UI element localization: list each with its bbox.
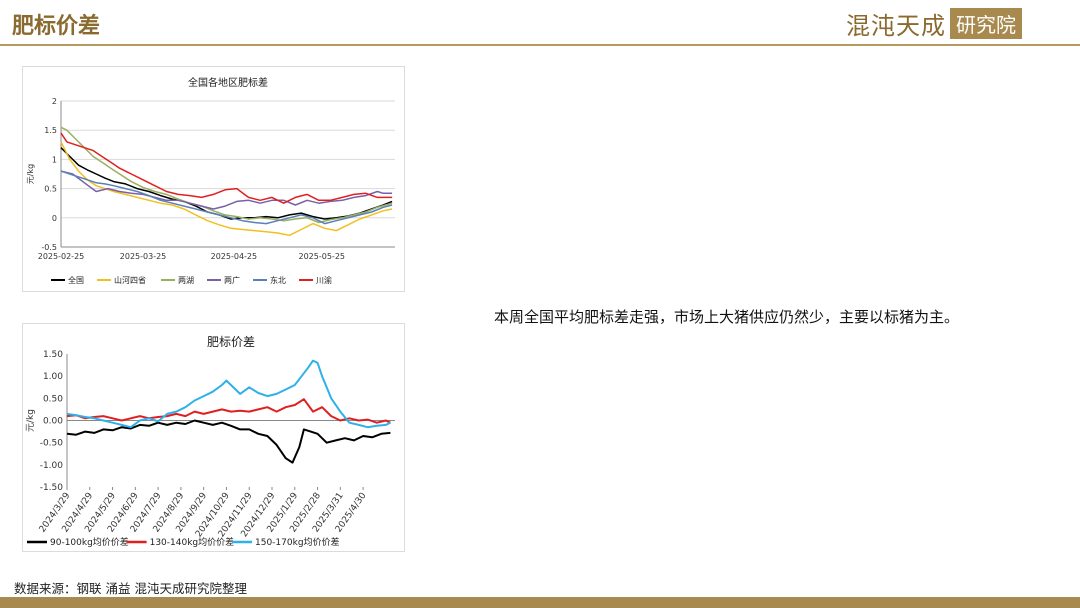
legend-label: 东北 bbox=[270, 275, 286, 285]
series-line bbox=[66, 398, 391, 424]
series-line bbox=[60, 126, 393, 224]
series-line bbox=[66, 419, 391, 464]
source-note: 数据来源：钢联 涌益 混沌天成研究院整理 bbox=[14, 581, 247, 596]
x-tick-label: 2025-04-25 bbox=[211, 252, 258, 261]
y-axis-label: 元/kg bbox=[26, 164, 35, 184]
regional-chart-panel: 全国各地区肥标差 -0.5 0 0.5 1 1.5 2 元/kg 2025-02-25 2025-… bbox=[22, 66, 405, 292]
legend-label: 山河四省 bbox=[114, 275, 146, 285]
legend-label: 150-170kg均价价差 bbox=[255, 536, 340, 548]
header-divider bbox=[0, 44, 1080, 46]
series-line bbox=[60, 170, 393, 210]
legend-label: 全国 bbox=[68, 275, 84, 285]
y-tick-label: 1.5 bbox=[44, 126, 57, 135]
brand-name: 混沌天成 bbox=[846, 11, 946, 40]
footer-bar bbox=[0, 597, 1080, 608]
y-tick-label: -1.50 bbox=[40, 483, 64, 493]
x-tick-label: 2025-03-25 bbox=[120, 252, 167, 261]
page-title: 肥标价差 bbox=[12, 13, 101, 39]
legend-label: 两广 bbox=[224, 275, 240, 285]
x-tick-label: 2025-05-25 bbox=[299, 252, 346, 261]
legend-label: 两湖 bbox=[178, 276, 194, 285]
y-tick-label: -0.50 bbox=[40, 439, 64, 449]
y-tick-label: 1.00 bbox=[43, 372, 63, 382]
commentary-text: 本周全国平均肥标差走强，市场上大猪供应仍然少，主要以标猪为主。 bbox=[494, 308, 960, 326]
brand-logo: 混沌天成 研究院 bbox=[846, 7, 1022, 40]
chart-title: 全国各地区肥标差 bbox=[188, 76, 268, 89]
legend-label: 川渝 bbox=[316, 275, 332, 285]
y-tick-label: 1.50 bbox=[43, 350, 63, 360]
legend-label: 90-100kg均价价差 bbox=[50, 536, 129, 548]
y-tick-label: 0.50 bbox=[43, 394, 63, 404]
y-tick-label: 2 bbox=[52, 97, 57, 106]
chart-title: 肥标价差 bbox=[207, 335, 255, 349]
brand-box: 研究院 bbox=[950, 7, 1022, 39]
fat-standard-spread-chart: 肥标价差-1.50-1.00-0.500.000.501.001.50元/kg2… bbox=[26, 335, 395, 548]
legend-label: 130-140kg均价价差 bbox=[150, 536, 235, 548]
series-line bbox=[60, 170, 393, 225]
y-tick-label: 1 bbox=[52, 155, 57, 164]
x-tick-label: 2025-02-25 bbox=[38, 252, 85, 261]
y-tick-label: -1.00 bbox=[40, 461, 64, 471]
regional-fat-standard-chart: 全国各地区肥标差 -0.5 0 0.5 1 1.5 2 元/kg 2025-02-25 2025-… bbox=[26, 76, 395, 285]
weight-spread-chart-panel: 肥标价差 -1.50 -1.00 -0.50 0.00 0.50 1.00 1.50 元/kg 2… bbox=[22, 323, 405, 552]
series-line bbox=[60, 147, 393, 220]
series-line bbox=[66, 359, 391, 429]
y-tick-label: 0.00 bbox=[43, 417, 63, 427]
series-line bbox=[60, 132, 393, 204]
y-tick-label: 0.5 bbox=[44, 185, 57, 194]
y-tick-label: 0 bbox=[52, 214, 57, 223]
y-axis-label: 元/kg bbox=[26, 409, 36, 432]
y-tick-label: -0.5 bbox=[41, 243, 57, 252]
